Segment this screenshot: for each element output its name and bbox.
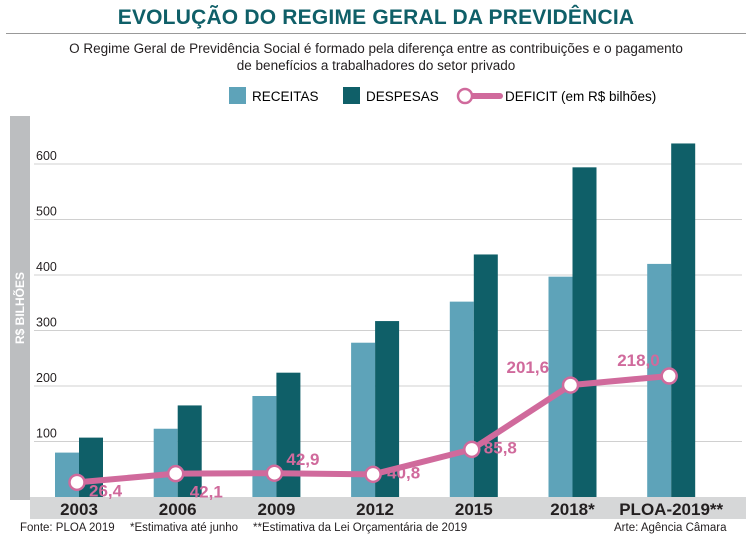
bar-despesas [572,167,597,497]
footer-source: Fonte: PLOA 2019 [20,522,115,534]
y-tick-label: 100 [36,427,57,441]
footer-credit: Arte: Agência Câmara [614,522,727,534]
bar-despesas [177,405,202,497]
legend-marker-deficit [456,87,474,105]
y-axis-band [10,116,30,500]
x-tick-label: 2015 [455,500,493,519]
y-axis-title: R$ BILHÕES [12,272,27,344]
x-tick-label: 2009 [257,500,295,519]
chart-subtitle: O Regime Geral de Previdência Social é f… [60,40,692,74]
x-axis-band [30,497,746,519]
x-tick-label: PLOA-2019** [619,500,723,519]
deficit-marker [364,465,382,484]
y-tick-label: 300 [36,316,57,330]
bar-receitas [252,395,277,497]
subtitle-line-1: O Regime Geral de Previdência Social é f… [69,41,683,56]
deficit-marker [561,376,580,394]
legend: RECEITAS DESPESAS DEFICIT (em R$ bilhões… [229,87,656,105]
y-tick-label: 600 [36,149,57,163]
legend-label-despesas: DESPESAS [366,89,439,104]
deficit-value-label: 218,0 [617,351,660,370]
x-tick-label: 2003 [60,500,98,519]
deficit-marker [68,473,86,492]
legend-label-deficit-main: DEFICIT [505,89,557,104]
legend-label-receitas: RECEITAS [252,89,319,104]
bar-despesas [473,254,498,497]
footer-note-2: **Estimativa da Lei Orçamentária de 2019 [253,522,468,534]
deficit-marker [265,464,284,482]
bar-receitas [153,428,178,497]
deficit-marker [166,464,185,483]
deficit-value-label: 201,6 [507,358,550,377]
bar-despesas [671,143,696,497]
subtitle-line-2: de benefícios a trabalhadores do setor p… [236,58,516,73]
y-tick-label: 500 [36,205,57,219]
deficit-value-label: 42,1 [190,483,223,502]
title-divider [6,33,746,34]
footer-note-1: *Estimativa até junho [130,522,239,534]
deficit-value-label: 42,9 [286,450,319,469]
legend-swatch-receitas [229,87,246,104]
chart-title: EVOLUÇÃO DO REGIME GERAL DA PREVIDÊNCIA [117,6,635,29]
legend-label-deficit: DEFICIT (em R$ bilhões) [505,89,656,104]
deficit-marker [463,440,481,459]
x-tick-label: 2006 [159,500,197,519]
bar-receitas [449,301,474,497]
y-tick-label: 200 [36,371,57,385]
legend-swatch-despesas [343,87,360,104]
deficit-value-label: 26,4 [89,481,123,500]
legend-label-deficit-unit: (em R$ bilhões) [557,89,656,104]
x-tick-label: 2018* [550,500,595,519]
deficit-value-label: 40,8 [387,463,420,482]
y-tick-label: 400 [36,260,57,274]
x-tick-label: 2012 [356,500,394,519]
deficit-value-label: 85,8 [484,438,517,457]
deficit-marker [660,367,678,385]
